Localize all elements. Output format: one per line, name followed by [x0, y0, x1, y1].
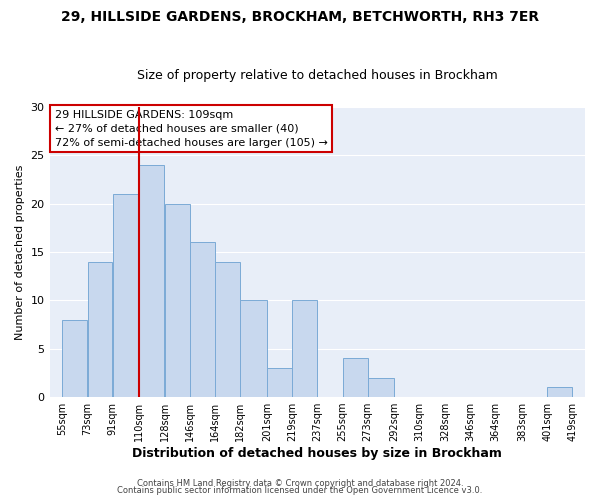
Bar [190, 242, 215, 397]
Bar [139, 165, 164, 397]
Bar [88, 262, 112, 397]
Bar [113, 194, 139, 397]
Bar [215, 262, 240, 397]
Text: Contains public sector information licensed under the Open Government Licence v3: Contains public sector information licen… [118, 486, 482, 495]
Bar [292, 300, 317, 397]
Bar [343, 358, 368, 397]
Bar [267, 368, 292, 397]
X-axis label: Distribution of detached houses by size in Brockham: Distribution of detached houses by size … [133, 447, 502, 460]
Bar [164, 204, 190, 397]
Y-axis label: Number of detached properties: Number of detached properties [15, 164, 25, 340]
Bar [368, 378, 394, 397]
Bar [241, 300, 266, 397]
Text: Contains HM Land Registry data © Crown copyright and database right 2024.: Contains HM Land Registry data © Crown c… [137, 478, 463, 488]
Title: Size of property relative to detached houses in Brockham: Size of property relative to detached ho… [137, 69, 497, 82]
Bar [547, 388, 572, 397]
Bar [62, 320, 87, 397]
Text: 29 HILLSIDE GARDENS: 109sqm
← 27% of detached houses are smaller (40)
72% of sem: 29 HILLSIDE GARDENS: 109sqm ← 27% of det… [55, 110, 328, 148]
Text: 29, HILLSIDE GARDENS, BROCKHAM, BETCHWORTH, RH3 7ER: 29, HILLSIDE GARDENS, BROCKHAM, BETCHWOR… [61, 10, 539, 24]
